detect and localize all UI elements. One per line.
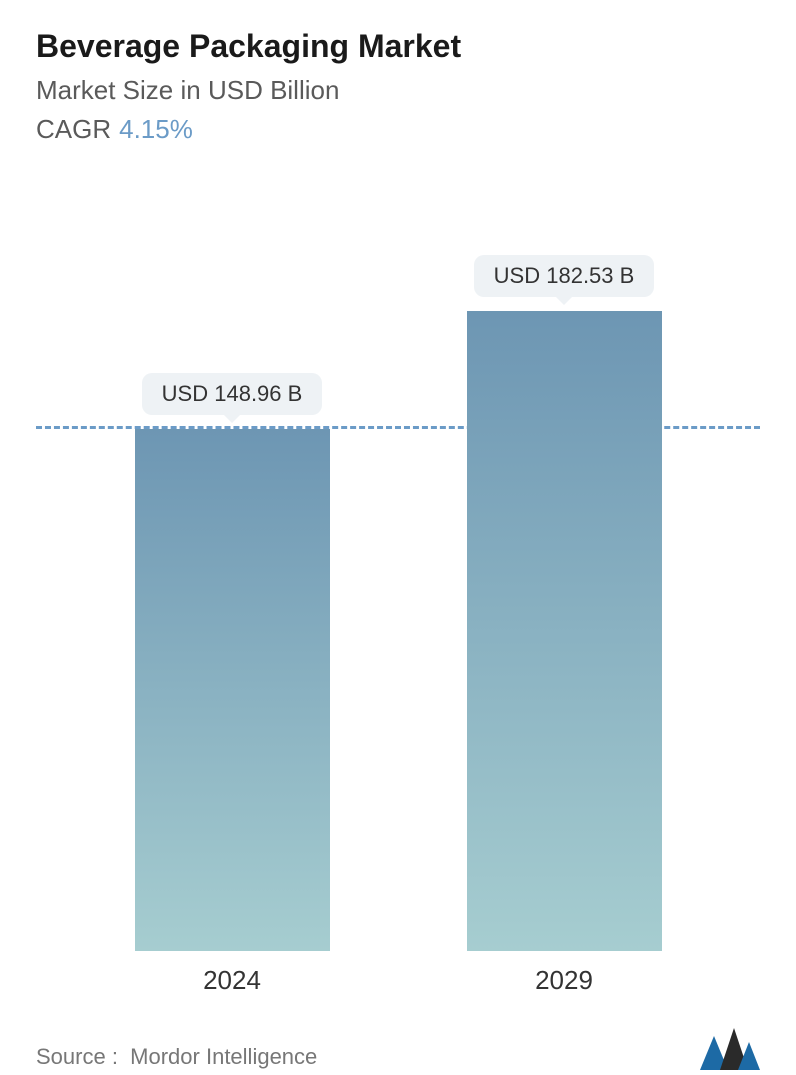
cagr-label: CAGR: [36, 114, 111, 144]
value-bubble-0: USD 148.96 B: [142, 373, 323, 415]
brand-logo-icon: [700, 1026, 760, 1070]
axis-label-0: 2024: [135, 965, 330, 996]
source-name: Mordor Intelligence: [130, 1044, 317, 1069]
chart-title: Beverage Packaging Market: [36, 28, 760, 65]
chart-subtitle: Market Size in USD Billion: [36, 75, 760, 106]
value-bubble-1: USD 182.53 B: [474, 255, 655, 297]
chart-area: USD 148.96 B USD 182.53 B: [36, 185, 760, 951]
x-axis: 2024 2029: [36, 951, 760, 996]
bar-0: [135, 429, 330, 951]
cagr-row: CAGR 4.15%: [36, 114, 760, 145]
cagr-value: 4.15%: [119, 114, 193, 144]
source-text: Source : Mordor Intelligence: [36, 1044, 317, 1070]
footer: Source : Mordor Intelligence: [36, 996, 760, 1070]
bar-1: [467, 311, 662, 951]
bar-group-0: USD 148.96 B: [135, 373, 330, 951]
source-label: Source :: [36, 1044, 118, 1069]
axis-label-1: 2029: [467, 965, 662, 996]
bar-group-1: USD 182.53 B: [467, 255, 662, 951]
